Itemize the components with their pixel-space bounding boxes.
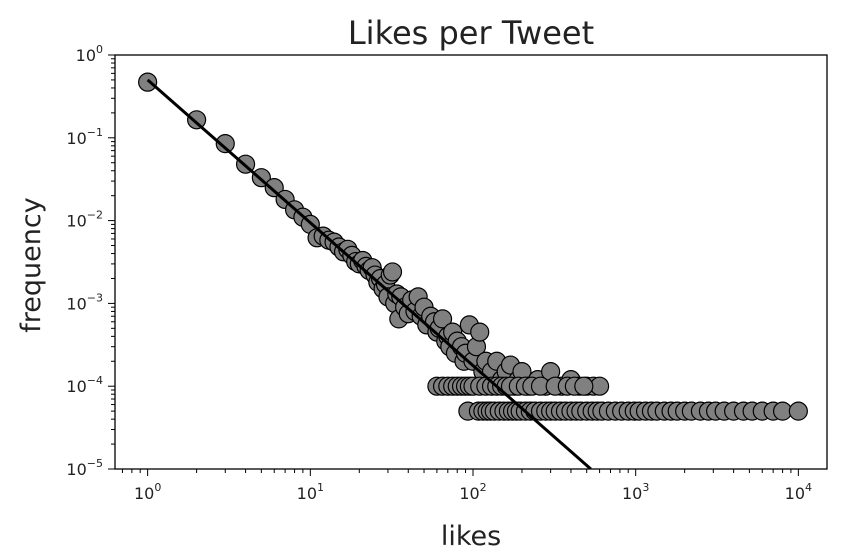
data-point <box>138 72 158 92</box>
data-point <box>382 262 403 282</box>
y-tick-label: 10−4 <box>66 374 103 396</box>
x-tick-label: 103 <box>622 481 649 503</box>
data-point <box>432 309 453 329</box>
x-tick-label: 100 <box>134 481 161 503</box>
plot-frame <box>114 54 828 470</box>
fit-line <box>146 78 592 469</box>
chart-title: Likes per Tweet <box>348 14 594 52</box>
y-tick-label: 10−2 <box>66 209 103 231</box>
data-point <box>215 134 235 154</box>
data-point <box>187 110 207 130</box>
x-axis-label: likes <box>441 521 501 552</box>
y-axis-ticks: 100 10−1 10−2 10−3 10−4 10−5 <box>66 43 115 479</box>
plot-area <box>138 72 808 469</box>
y-tick-label: 10−1 <box>66 126 103 148</box>
x-tick-label: 102 <box>459 481 486 503</box>
data-point <box>574 376 594 396</box>
x-tick-label: 104 <box>785 481 812 503</box>
y-axis-label: frequency <box>16 197 47 332</box>
data-point <box>470 322 490 342</box>
y-tick-label: 10−3 <box>66 291 103 313</box>
data-point <box>788 401 808 421</box>
data-point <box>264 178 284 198</box>
y-tick-label: 100 <box>76 43 103 65</box>
x-axis-ticks: 100 101 102 103 104 <box>121 469 812 503</box>
x-tick-label: 101 <box>297 481 324 503</box>
y-tick-label: 10−5 <box>66 457 103 479</box>
